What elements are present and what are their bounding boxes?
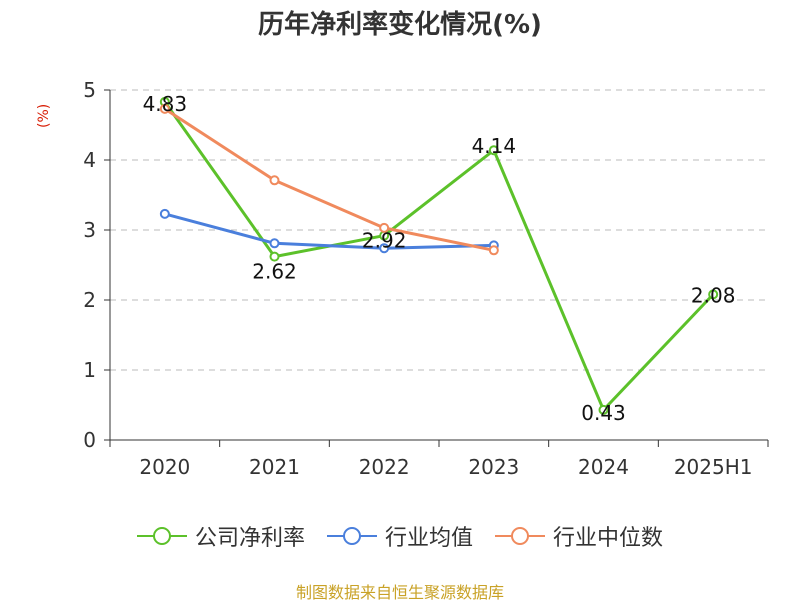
series-line-2 [164,107,495,252]
series-line-1 [164,212,494,250]
legend-label-industry-median: 行业中位数 [553,526,664,551]
x-tick-label: 2022 [359,455,410,479]
data-point [159,103,170,114]
legend-label-industry-mean: 行业均值 [384,526,473,551]
y-tick-label: 2 [83,288,96,312]
x-tick-label: 2021 [249,455,300,479]
data-label: 2.08 [691,283,736,307]
legend-swatch-industry-median [495,527,545,545]
data-source-note: 制图数据来自恒生聚源数据库 [295,583,504,602]
data-point [269,251,280,262]
data-point [379,243,390,254]
legend-item-industry-mean[interactable]: 行业均值 [326,520,473,552]
legend-swatch-company [136,527,187,545]
x-tick-label: 2025H1 [674,455,753,479]
chart-title: 历年净利率变化情况(%) [258,10,542,40]
data-point [159,208,170,219]
x-tick-label: 2024 [578,455,629,479]
data-point [269,175,280,186]
data-point [488,145,499,156]
y-tick-label: 0 [83,428,96,452]
data-label: 2.62 [252,260,297,284]
data-label: 4.14 [472,134,517,158]
data-point [598,404,609,415]
y-tick-label: 3 [83,218,96,242]
x-tick-label: 2020 [139,455,190,479]
data-point [488,245,499,256]
legend-item-industry-median[interactable]: 行业中位数 [495,520,663,552]
y-tick-label: 5 [83,78,96,102]
legend-swatch-industry-mean [326,527,377,545]
data-point [379,222,390,233]
legend-label-company: 公司净利率 [194,526,305,551]
legend-item-company[interactable]: 公司净利率 [136,520,305,552]
y-tick-label: 1 [83,358,96,382]
data-point [708,289,719,300]
chart-legend: 公司净利率 行业均值 行业中位数 [0,520,800,552]
y-tick-label: 4 [83,148,96,172]
x-tick-label: 2023 [468,455,519,479]
data-label: 0.43 [581,401,626,425]
series-line-0 [163,101,715,412]
data-point [269,238,280,249]
data-label: 2.92 [362,229,407,253]
data-label: 4.83 [143,92,188,116]
